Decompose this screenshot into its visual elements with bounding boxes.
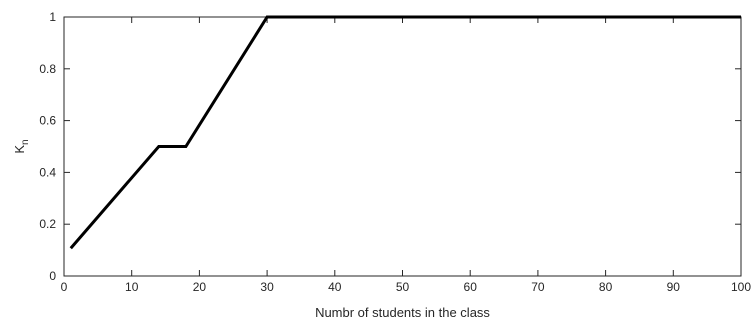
y-axis-label-main: K [12,145,27,154]
x-tick-label: 40 [328,280,342,294]
x-tick-label: 30 [260,280,274,294]
y-tick-label: 1 [49,10,56,24]
y-axis-ticks: 0 0.2 0.4 0.6 0.8 1 [39,10,741,283]
x-axis-label: Numbr of students in the class [315,305,490,320]
y-tick-label: 0.4 [39,165,56,179]
x-axis-ticks: 0 10 20 30 40 50 60 70 80 90 100 [61,17,751,294]
x-tick-label: 10 [125,280,139,294]
y-tick-label: 0 [49,269,56,283]
x-tick-label: 90 [667,280,681,294]
y-tick-label: 0.8 [39,62,56,76]
series-line [69,15,741,250]
x-tick-label: 70 [531,280,545,294]
x-tick-label: 0 [61,280,68,294]
x-tick-label: 50 [396,280,410,294]
x-tick-label: 60 [464,280,478,294]
y-axis-label: Kn [12,139,31,153]
series-lines [69,15,741,250]
y-axis-label-subscript: n [20,139,31,145]
y-tick-label: 0.2 [39,217,56,231]
x-tick-label: 20 [193,280,207,294]
x-tick-label: 80 [599,280,613,294]
x-tick-label: 100 [731,280,751,294]
y-tick-label: 0.6 [39,114,56,128]
